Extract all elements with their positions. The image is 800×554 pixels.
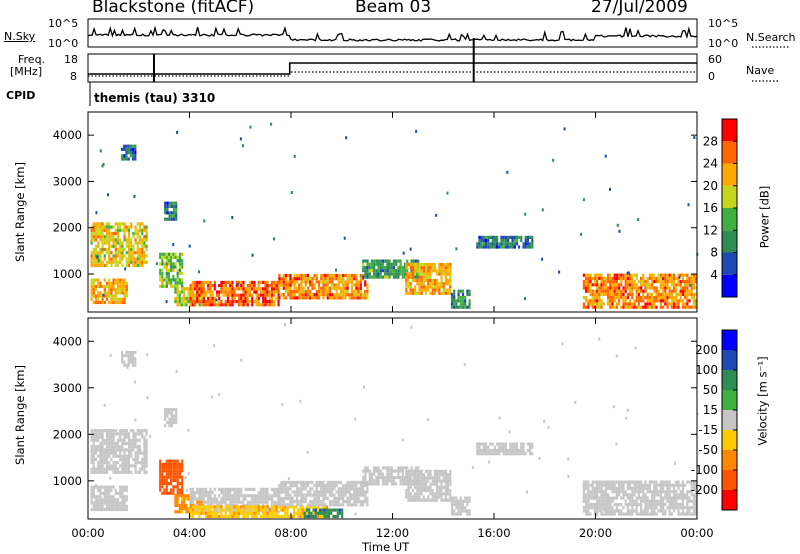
freq-tick-top: 18 — [64, 53, 78, 66]
y-tick-label: 3000 — [53, 381, 82, 395]
power-echo-region — [582, 273, 698, 309]
freq-panel-frame — [87, 53, 698, 83]
x-tick-label: 08:00 — [274, 526, 307, 540]
power-echo-region — [90, 222, 148, 268]
power-echo-region — [164, 201, 178, 221]
nsearch-tick-top: 10^5 — [708, 17, 739, 30]
power-colorbar-segment — [722, 208, 737, 231]
date-label: 27/Jul/2009 — [591, 0, 688, 17]
velocity-colorbar-segment — [722, 490, 737, 510]
power-echo-region — [476, 235, 534, 249]
cpid-value: themis (tau) 3310 — [94, 91, 216, 105]
y-tick-label: 2000 — [53, 427, 82, 441]
nave-tick-top: 60 — [708, 53, 722, 66]
freq-trace — [88, 62, 697, 75]
radar-title: Blackstone (fitACF) — [92, 0, 255, 17]
velocity-echo-region — [582, 480, 698, 516]
power-echo-region — [405, 262, 452, 295]
nsky-tick-top: 10^5 — [48, 17, 79, 30]
velocity-colorbar-tick-label: 100 — [695, 363, 718, 377]
nave-label: Nave — [746, 64, 775, 77]
velocity-colorbar-tick-label: 50 — [703, 383, 718, 397]
y-tick-label: 4000 — [53, 334, 82, 348]
power-echo-region — [121, 144, 137, 161]
velocity-colorbar-segment — [722, 430, 737, 450]
power-echo-region — [450, 289, 471, 309]
velocity-colorbar-frame — [721, 329, 738, 511]
power-colorbar-segment — [722, 230, 737, 253]
y-tick-label: 3000 — [53, 174, 82, 188]
y-tick-label: 2000 — [53, 221, 82, 235]
y-tick-label: 1000 — [53, 474, 82, 488]
velocity-colorbar-tick-label: -100 — [691, 463, 718, 477]
cpid-label: CPID — [6, 89, 36, 102]
power-echo-region — [90, 278, 128, 305]
power-echo-region — [189, 280, 280, 307]
x-tick-label: 16:00 — [477, 526, 510, 540]
velocity-colorbar-segment — [722, 390, 737, 410]
x-tick-label: 00:00 — [680, 526, 713, 540]
velocity-echo-region — [303, 508, 344, 519]
velocity-colorbar-tick-label: -15 — [698, 423, 718, 437]
power-echo-region — [159, 252, 184, 288]
velocity-heatmap — [88, 318, 699, 519]
velocity-colorbar-segment — [722, 410, 737, 430]
velocity-colorbar-tick-label: -200 — [691, 483, 718, 497]
velocity-echo-region — [476, 442, 534, 456]
velocity-colorbar-tick-label: 15 — [703, 403, 718, 417]
velocity-echo-region — [90, 485, 128, 512]
freq-unit: [MHz] — [10, 65, 43, 78]
nsky-tick-bottom: 10^0 — [48, 37, 79, 50]
velocity-colorbar-segment — [722, 330, 737, 350]
velocity-colorbar-segment — [722, 470, 737, 490]
power-heatmap — [88, 112, 699, 312]
velocity-colorbar-tick-label: 200 — [695, 343, 718, 357]
power-echo-region — [278, 273, 369, 300]
velocity-echo-region — [90, 429, 148, 474]
x-tick-label: 12:00 — [376, 526, 409, 540]
velocity-echo-region — [121, 350, 137, 367]
x-tick-label: 20:00 — [579, 526, 612, 540]
y-tick-label: 1000 — [53, 267, 82, 281]
nave-trace — [88, 71, 697, 77]
power-colorbar-segment — [722, 119, 737, 142]
velocity-colorbar-tick-label: -50 — [698, 443, 718, 457]
nsky-trace — [87, 25, 698, 42]
freq-label: Freq. — [18, 53, 46, 66]
velocity-colorbar-segment — [722, 450, 737, 470]
power-colorbar-tick-label: 28 — [703, 134, 718, 148]
velocity-echo-region — [164, 408, 178, 428]
nave-tick-bottom: 0 — [708, 70, 715, 83]
power-colorbar-segment — [722, 163, 737, 186]
velocity-colorbar-segment — [722, 350, 737, 370]
power-colorbar-tick-label: 12 — [703, 223, 718, 237]
power-colorbar-tick-label: 24 — [703, 157, 718, 171]
velocity-echo-region — [405, 469, 452, 502]
nsky-panel-frame — [87, 18, 698, 48]
nsky-label: N.Sky — [4, 30, 36, 43]
x-tick-label: 00:00 — [71, 526, 104, 540]
x-tick-label: 04:00 — [173, 526, 206, 540]
nsearch-tick-bottom: 10^0 — [708, 37, 739, 50]
power-colorbar-segment — [722, 141, 737, 164]
velocity-colorbar-segment — [722, 370, 737, 390]
time-axis-title: Time UT — [362, 540, 410, 554]
power-colorbar-tick-label: 4 — [710, 268, 718, 282]
velocity-echo-region — [450, 496, 471, 516]
y-tick-label: 4000 — [53, 128, 82, 142]
freq-tick-bottom: 8 — [70, 70, 77, 83]
velocity-echo-region — [278, 480, 369, 507]
nsearch-label: N.Search — [746, 31, 796, 44]
power-colorbar-tick-label: 16 — [703, 201, 718, 215]
power-colorbar-segment — [722, 274, 737, 297]
power-colorbar-tick-label: 20 — [703, 179, 718, 193]
beam-label: Beam 03 — [355, 0, 432, 17]
power-colorbar-segment — [722, 185, 737, 208]
power-colorbar-tick-label: 8 — [710, 246, 718, 260]
power-colorbar-segment — [722, 252, 737, 275]
velocity-echo-region — [159, 459, 184, 495]
